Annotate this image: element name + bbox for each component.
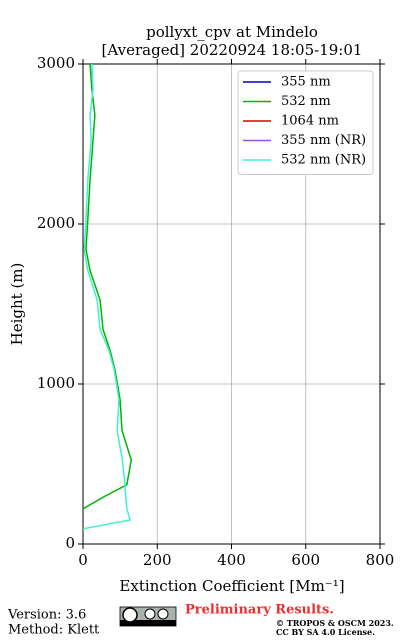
legend-label: 532 nm (NR) (281, 153, 366, 168)
x-tick-label: 800 (366, 551, 395, 569)
legend-box (237, 70, 374, 175)
y-axis-label: Height (m) (8, 263, 26, 346)
legend-label: 532 nm (281, 94, 331, 109)
y-tick-label: 0 (65, 534, 75, 552)
legend-label: 1064 nm (281, 114, 339, 129)
legend-label: 355 nm (NR) (281, 133, 366, 148)
y-tick-label: 1000 (37, 374, 75, 392)
x-tick-label: 200 (143, 551, 172, 569)
legend-label: 355 nm (281, 75, 331, 90)
x-axis-label: Extinction Coefficient [Mm⁻¹] (119, 577, 344, 595)
version: Version: 3.6 (7, 608, 86, 623)
x-tick-label: 0 (78, 551, 88, 569)
data-line (82, 63, 132, 530)
y-tick-label: 3000 (37, 54, 75, 72)
method: Method: Klett (8, 623, 100, 638)
cc-logo (119, 606, 177, 627)
license: CC BY SA 4.0 License. (276, 627, 375, 637)
chart-subtitle: [Averaged] 20220924 18:05-19:01 (102, 41, 363, 59)
copyright: © TROPOS & OSCM 2023. (276, 618, 394, 628)
x-tick-label: 400 (217, 551, 246, 569)
y-tick-label: 2000 (37, 214, 75, 232)
preliminary-note: Preliminary Results. (185, 603, 334, 618)
x-tick-label: 600 (291, 551, 320, 569)
chart-title: pollyxt_cpv at Mindelo (146, 23, 318, 41)
plot-frame (82, 63, 381, 545)
data-line (82, 63, 133, 510)
